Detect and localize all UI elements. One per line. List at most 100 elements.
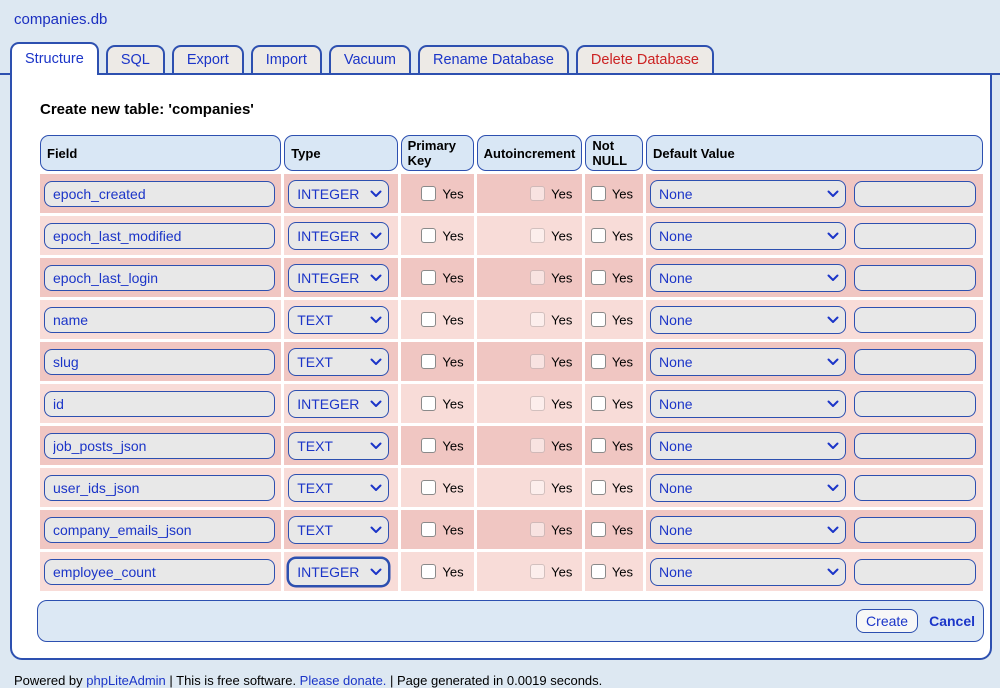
default-value-select[interactable]: None <box>650 305 847 334</box>
field-name-input[interactable] <box>44 180 275 207</box>
field-name-input[interactable] <box>44 558 275 585</box>
content-panel: Create new table: 'companies' Field Type… <box>10 75 992 660</box>
field-name-input[interactable] <box>44 306 275 333</box>
type-select[interactable]: TEXT <box>288 305 390 334</box>
table-row: TEXT Yes Yes Yes None <box>40 510 983 549</box>
type-select[interactable]: INTEGER <box>288 221 390 250</box>
primary-key-checkbox[interactable] <box>421 227 437 243</box>
table-row: TEXT Yes Yes Yes None <box>40 342 983 381</box>
column-header-autoincrement: Autoincrement <box>476 135 583 171</box>
yes-label: Yes <box>611 437 634 453</box>
not-null-checkbox[interactable] <box>590 479 606 495</box>
not-null-checkbox[interactable] <box>590 185 606 201</box>
create-button[interactable]: Create <box>856 609 919 633</box>
not-null-checkbox[interactable] <box>590 227 606 243</box>
default-value-input[interactable] <box>854 390 977 417</box>
field-name-input[interactable] <box>44 390 275 417</box>
table-row: INTEGER Yes Yes Yes None <box>40 384 983 423</box>
yes-label: Yes <box>442 185 464 201</box>
primary-key-checkbox[interactable] <box>421 269 437 285</box>
autoincrement-checkbox <box>530 395 546 411</box>
yes-label: Yes <box>551 185 573 201</box>
primary-key-checkbox[interactable] <box>421 479 437 495</box>
type-select[interactable]: INTEGER <box>288 557 390 586</box>
not-null-checkbox[interactable] <box>590 521 606 537</box>
type-select[interactable]: INTEGER <box>288 263 390 292</box>
not-null-checkbox[interactable] <box>590 395 606 411</box>
table-row: INTEGER Yes Yes Yes None <box>40 258 983 297</box>
type-select[interactable]: INTEGER <box>288 179 390 208</box>
autoincrement-checkbox <box>530 521 546 537</box>
autoincrement-checkbox <box>530 353 546 369</box>
primary-key-checkbox[interactable] <box>421 437 437 453</box>
tab-delete-database[interactable]: Delete Database <box>575 45 714 73</box>
tab-structure[interactable]: Structure <box>10 42 99 75</box>
type-select[interactable]: TEXT <box>288 473 390 502</box>
default-value-input[interactable] <box>854 474 977 501</box>
not-null-checkbox[interactable] <box>590 269 606 285</box>
type-select[interactable]: INTEGER <box>288 389 390 418</box>
default-value-input[interactable] <box>854 516 977 543</box>
donate-link[interactable]: Please donate. <box>299 673 387 688</box>
default-value-input[interactable] <box>854 306 977 333</box>
default-value-select[interactable]: None <box>650 515 847 544</box>
table-row: INTEGER Yes Yes Yes None <box>40 174 983 213</box>
field-name-input[interactable] <box>44 474 275 501</box>
primary-key-checkbox[interactable] <box>421 395 437 411</box>
field-name-input[interactable] <box>44 516 275 543</box>
default-value-select[interactable]: None <box>650 263 847 292</box>
database-title: companies.db <box>14 11 108 28</box>
field-name-input[interactable] <box>44 432 275 459</box>
yes-label: Yes <box>611 395 634 411</box>
field-name-input[interactable] <box>44 348 275 375</box>
yes-label: Yes <box>551 479 573 495</box>
yes-label: Yes <box>611 269 634 285</box>
tab-sql[interactable]: SQL <box>105 45 165 73</box>
default-value-select[interactable]: None <box>650 221 847 250</box>
default-value-select[interactable]: None <box>650 473 847 502</box>
default-value-input[interactable] <box>854 180 977 207</box>
default-value-input[interactable] <box>854 348 977 375</box>
primary-key-checkbox[interactable] <box>421 521 437 537</box>
autoincrement-checkbox <box>530 227 546 243</box>
autoincrement-checkbox <box>530 437 546 453</box>
default-value-select[interactable]: None <box>650 179 847 208</box>
autoincrement-checkbox <box>530 479 546 495</box>
type-select[interactable]: TEXT <box>288 347 390 376</box>
primary-key-checkbox[interactable] <box>421 311 437 327</box>
create-table-form: Field Type Primary Key Autoincrement Not… <box>37 132 986 594</box>
default-value-select[interactable]: None <box>650 347 847 376</box>
primary-key-checkbox[interactable] <box>421 563 437 579</box>
default-value-input[interactable] <box>854 558 977 585</box>
primary-key-checkbox[interactable] <box>421 185 437 201</box>
default-value-input[interactable] <box>854 222 977 249</box>
table-row: TEXT Yes Yes Yes None <box>40 468 983 507</box>
field-name-input[interactable] <box>44 264 275 291</box>
phpliteadmin-link[interactable]: phpLiteAdmin <box>86 673 166 688</box>
field-name-input[interactable] <box>44 222 275 249</box>
yes-label: Yes <box>611 227 634 243</box>
yes-label: Yes <box>611 185 634 201</box>
yes-label: Yes <box>551 311 573 327</box>
not-null-checkbox[interactable] <box>590 563 606 579</box>
type-select[interactable]: TEXT <box>288 431 390 460</box>
tab-rename-database[interactable]: Rename Database <box>418 45 569 73</box>
table-row: TEXT Yes Yes Yes None <box>40 300 983 339</box>
default-value-select[interactable]: None <box>650 557 847 586</box>
default-value-select[interactable]: None <box>650 389 847 418</box>
not-null-checkbox[interactable] <box>590 437 606 453</box>
primary-key-checkbox[interactable] <box>421 353 437 369</box>
default-value-input[interactable] <box>854 264 977 291</box>
yes-label: Yes <box>442 563 464 579</box>
tab-import[interactable]: Import <box>250 45 322 73</box>
generated-text: | Page generated in 0.0019 seconds. <box>386 673 603 688</box>
type-select[interactable]: TEXT <box>288 515 390 544</box>
autoincrement-checkbox <box>530 185 546 201</box>
default-value-select[interactable]: None <box>650 431 847 460</box>
cancel-link[interactable]: Cancel <box>929 613 975 629</box>
default-value-input[interactable] <box>854 432 977 459</box>
tab-vacuum[interactable]: Vacuum <box>328 45 411 73</box>
not-null-checkbox[interactable] <box>590 353 606 369</box>
not-null-checkbox[interactable] <box>590 311 606 327</box>
tab-export[interactable]: Export <box>171 45 244 73</box>
